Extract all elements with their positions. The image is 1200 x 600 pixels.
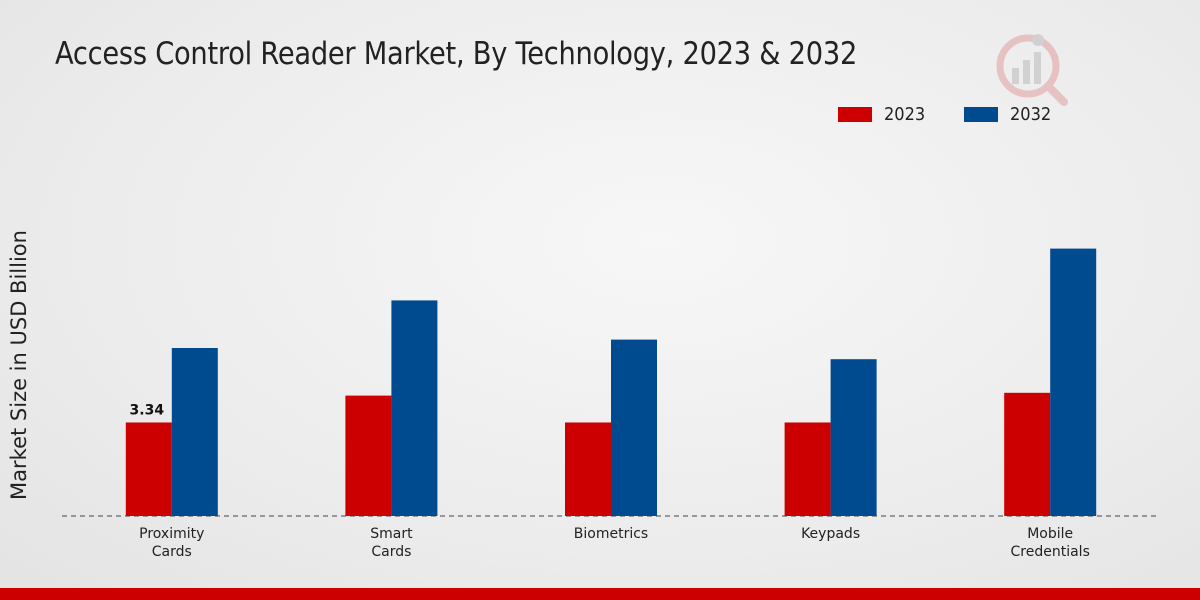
x-tick-label: Smart Cards: [370, 526, 413, 560]
legend-label-2023: 2023: [884, 104, 926, 125]
footer-bar: [0, 588, 1200, 600]
bar-2032-2[interactable]: [611, 339, 657, 516]
bar-2023-4[interactable]: [1004, 392, 1051, 516]
bar-2032-3[interactable]: [830, 359, 877, 516]
brand-logo-icon: [996, 34, 1068, 106]
x-tick-label: Proximity Cards: [139, 526, 204, 560]
legend-label-2032: 2032: [1009, 104, 1052, 125]
legend-item-2023[interactable]: 2023: [838, 104, 930, 125]
x-tick-label: Mobile Credentials: [1011, 526, 1090, 560]
legend-swatch-2032: [963, 107, 998, 122]
legend: 2023 2032: [838, 104, 1090, 125]
bar-2032-4[interactable]: [1050, 248, 1097, 516]
bar-2032-1[interactable]: [391, 300, 438, 516]
legend-item-2032[interactable]: 2032: [963, 104, 1056, 125]
bar-2023-1[interactable]: [345, 395, 392, 516]
chart-title: Access Control Reader Market, By Technol…: [55, 36, 858, 72]
data-label: 3.34: [130, 402, 165, 418]
x-tick-label: Keypads: [801, 526, 860, 542]
bar-2032-0[interactable]: [171, 348, 218, 516]
bar-2023-2[interactable]: [565, 422, 611, 516]
bar-2023-3[interactable]: [784, 422, 831, 516]
bar-2023-0[interactable]: [125, 422, 172, 516]
x-tick-label: Biometrics: [574, 526, 648, 542]
legend-swatch-2023: [838, 107, 872, 122]
